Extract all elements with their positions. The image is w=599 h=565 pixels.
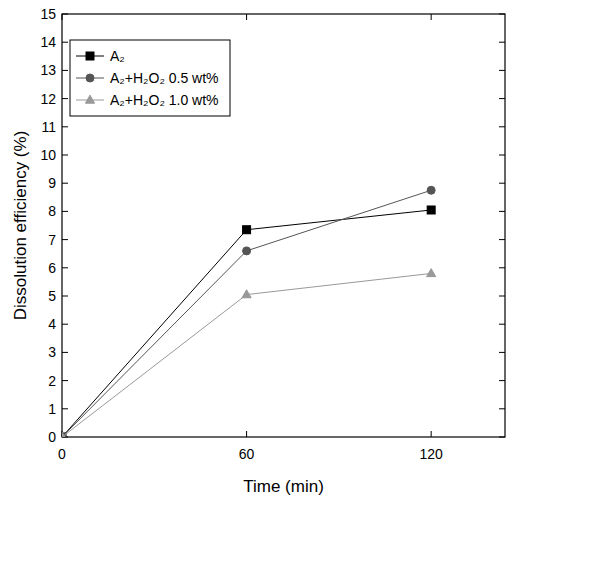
y-tick [62, 42, 68, 43]
y-tick [499, 408, 505, 409]
y-tick [499, 296, 505, 297]
series-marker [242, 290, 251, 298]
y-tick-label: 9 [48, 175, 56, 191]
y-tick [62, 98, 68, 99]
y-tick-label: 14 [40, 34, 56, 50]
legend-label: A₂+H₂O₂ 1.0 wt% [110, 92, 219, 108]
y-tick [62, 239, 68, 240]
y-tick [499, 98, 505, 99]
y-tick [62, 296, 68, 297]
series-marker [243, 247, 251, 255]
y-tick [499, 437, 505, 438]
y-tick-label: 13 [40, 62, 56, 78]
y-tick [62, 155, 68, 156]
legend-label: A₂+H₂O₂ 0.5 wt% [110, 70, 219, 86]
y-tick [499, 380, 505, 381]
y-tick [62, 183, 68, 184]
plot-frame [62, 14, 505, 437]
series-marker [427, 206, 435, 214]
x-axis-label: Time (min) [243, 477, 324, 496]
y-tick-label: 12 [40, 91, 56, 107]
series-line [62, 210, 431, 437]
y-tick-label: 10 [40, 147, 56, 163]
y-tick [62, 380, 68, 381]
y-tick-label: 5 [48, 288, 56, 304]
y-tick-label: 15 [40, 6, 56, 22]
x-tick [431, 431, 432, 437]
x-tick-label: 120 [419, 446, 443, 462]
x-tick [431, 14, 432, 20]
y-tick-label: 11 [41, 119, 56, 135]
y-tick [62, 14, 68, 15]
series-marker [62, 432, 67, 437]
plot-area [62, 186, 436, 437]
x-tick-label: 0 [58, 446, 66, 462]
series-line [62, 273, 431, 437]
y-tick [499, 352, 505, 353]
legend-marker [85, 95, 94, 103]
y-axis-label: Dissolution efficiency (%) [11, 131, 30, 321]
y-tick [62, 126, 68, 127]
series-marker [427, 269, 436, 277]
legend-box [70, 40, 230, 116]
y-tick [62, 324, 68, 325]
y-tick [499, 183, 505, 184]
x-tick [62, 14, 63, 20]
y-tick [62, 70, 68, 71]
y-tick-label: 7 [48, 232, 56, 248]
y-tick-label: 6 [48, 260, 56, 276]
y-tick-label: 3 [48, 344, 56, 360]
legend-marker [86, 52, 94, 60]
legend-label: A₂ [110, 48, 125, 64]
legend-marker [86, 74, 94, 82]
y-tick [62, 352, 68, 353]
y-tick-label: 0 [48, 429, 56, 445]
x-tick [246, 14, 247, 20]
y-tick [499, 42, 505, 43]
y-tick-label: 4 [48, 316, 56, 332]
y-tick [62, 267, 68, 268]
y-tick [499, 14, 505, 15]
chart: 0123456789101112131415060120Time (min)Di… [0, 0, 599, 565]
series-line [62, 190, 431, 437]
y-tick-label: 1 [48, 401, 56, 417]
series-marker [427, 186, 435, 194]
y-tick [62, 408, 68, 409]
y-tick [499, 70, 505, 71]
y-tick [499, 324, 505, 325]
y-tick-label: 2 [48, 373, 56, 389]
y-tick [499, 239, 505, 240]
y-tick [499, 155, 505, 156]
x-tick-label: 60 [239, 446, 255, 462]
y-tick [62, 211, 68, 212]
x-tick [246, 431, 247, 437]
legend: A₂ A₂+H₂O₂ 0.5 wt% A₂+H₂O₂ 1.0 wt% [70, 40, 230, 116]
y-tick-label: 8 [48, 203, 56, 219]
y-tick [499, 211, 505, 212]
series-marker [243, 226, 251, 234]
y-tick [499, 267, 505, 268]
y-tick [499, 126, 505, 127]
